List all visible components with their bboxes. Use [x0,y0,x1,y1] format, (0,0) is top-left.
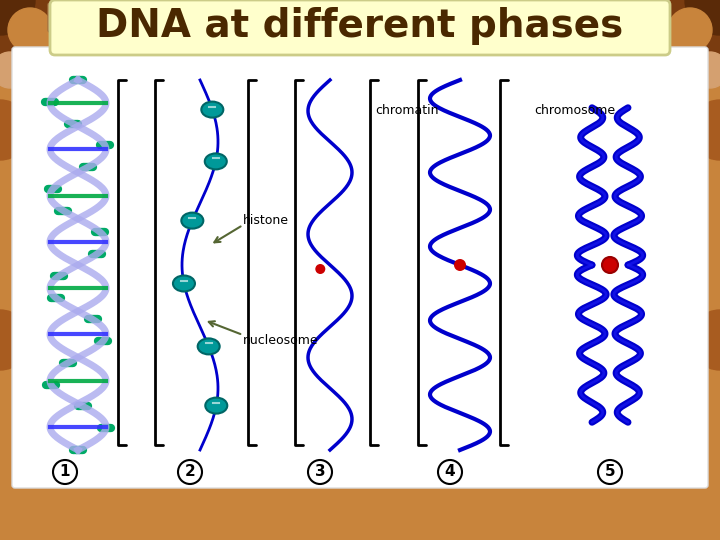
FancyBboxPatch shape [448,3,507,32]
Circle shape [692,52,720,88]
Circle shape [598,460,622,484]
FancyBboxPatch shape [608,3,667,32]
Circle shape [178,460,202,484]
Text: 3: 3 [315,464,325,480]
Circle shape [0,310,30,370]
Text: chromosome: chromosome [534,104,616,117]
Ellipse shape [181,213,203,228]
Circle shape [53,460,77,484]
Text: DNA at different phases: DNA at different phases [96,7,624,45]
Circle shape [315,264,325,274]
FancyBboxPatch shape [368,3,427,32]
FancyBboxPatch shape [12,47,708,488]
Text: 5: 5 [605,464,616,480]
Ellipse shape [205,397,228,414]
Text: 1: 1 [60,464,71,480]
Circle shape [438,460,462,484]
Circle shape [602,257,618,273]
Circle shape [8,8,52,52]
Text: 2: 2 [184,464,195,480]
FancyBboxPatch shape [50,0,670,55]
Ellipse shape [204,153,227,170]
Circle shape [0,0,55,55]
FancyBboxPatch shape [208,3,267,32]
Ellipse shape [173,275,195,292]
Text: histone: histone [243,213,289,226]
FancyBboxPatch shape [288,3,347,32]
FancyBboxPatch shape [528,3,587,32]
FancyBboxPatch shape [128,3,187,32]
Circle shape [668,8,712,52]
Circle shape [454,259,466,271]
Circle shape [695,215,720,265]
Text: 4: 4 [445,464,455,480]
Text: chromatin: chromatin [375,104,438,117]
Circle shape [308,460,332,484]
Text: nucleosome: nucleosome [243,334,319,347]
Ellipse shape [198,339,220,354]
Ellipse shape [202,102,223,118]
Circle shape [0,215,25,265]
Circle shape [665,0,720,55]
Circle shape [0,52,28,88]
Circle shape [690,310,720,370]
Circle shape [0,100,30,160]
Circle shape [0,0,35,35]
Circle shape [685,0,720,35]
Circle shape [690,100,720,160]
FancyBboxPatch shape [48,3,107,32]
